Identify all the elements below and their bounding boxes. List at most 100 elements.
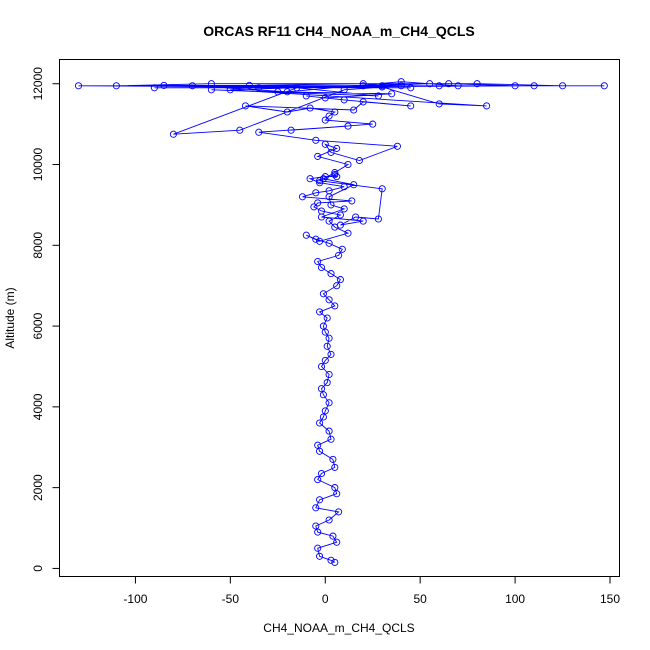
data-point bbox=[335, 508, 343, 516]
data-point bbox=[306, 104, 314, 112]
data-point bbox=[319, 322, 327, 330]
data-point bbox=[169, 130, 177, 138]
y-tick-label: 12000 bbox=[31, 67, 45, 101]
data-point bbox=[150, 84, 158, 92]
data-point bbox=[319, 175, 327, 183]
data-point bbox=[316, 552, 324, 560]
data-point bbox=[207, 80, 215, 88]
data-point bbox=[340, 96, 348, 104]
data-point bbox=[325, 334, 333, 342]
data-point bbox=[321, 140, 329, 148]
series-line bbox=[78, 81, 605, 563]
data-point bbox=[530, 82, 538, 90]
data-point bbox=[374, 215, 382, 223]
data-point bbox=[316, 496, 324, 504]
data-point bbox=[325, 217, 333, 225]
data-point bbox=[325, 516, 333, 524]
data-point bbox=[335, 251, 343, 259]
data-point bbox=[323, 342, 331, 350]
data-point bbox=[435, 100, 443, 108]
data-point bbox=[274, 88, 282, 96]
data-point bbox=[317, 385, 326, 393]
data-point bbox=[336, 276, 344, 284]
data-point bbox=[321, 116, 329, 124]
data-point bbox=[245, 81, 253, 89]
data-point bbox=[378, 82, 386, 90]
data-point bbox=[323, 379, 331, 387]
data-point bbox=[255, 84, 263, 92]
data-point bbox=[321, 94, 329, 102]
data-point bbox=[329, 532, 337, 540]
y-tick-label: 6000 bbox=[31, 312, 45, 339]
data-point bbox=[306, 175, 314, 183]
series-layer bbox=[74, 78, 608, 566]
data-point bbox=[325, 239, 333, 247]
data-point bbox=[323, 314, 331, 322]
data-point bbox=[388, 90, 396, 98]
data-point bbox=[327, 270, 335, 278]
data-point bbox=[74, 82, 83, 90]
x-tick-label: -50 bbox=[222, 592, 240, 606]
data-point bbox=[283, 108, 291, 116]
data-point bbox=[511, 82, 519, 90]
data-point bbox=[333, 490, 341, 498]
data-point bbox=[283, 88, 291, 96]
data-point bbox=[325, 370, 333, 379]
x-tick-label: 100 bbox=[505, 592, 525, 606]
x-tick-label: 150 bbox=[600, 592, 620, 606]
x-tick-label: 0 bbox=[322, 592, 329, 606]
data-point bbox=[336, 211, 344, 219]
data-point bbox=[350, 106, 358, 114]
data-point bbox=[325, 112, 333, 120]
data-point bbox=[473, 80, 481, 88]
data-point bbox=[333, 144, 341, 152]
data-point bbox=[314, 544, 322, 552]
data-point bbox=[333, 173, 341, 181]
data-point bbox=[331, 108, 339, 116]
data-point bbox=[340, 86, 348, 94]
data-point bbox=[160, 81, 168, 89]
chart-title: ORCAS RF11 CH4_NOAA_m_CH4_QCLS bbox=[203, 23, 475, 39]
data-point bbox=[112, 82, 120, 90]
data-point bbox=[255, 128, 263, 136]
y-tick-label: 10000 bbox=[31, 148, 45, 182]
data-point bbox=[316, 308, 324, 316]
data-point bbox=[317, 263, 326, 272]
data-point bbox=[331, 169, 339, 177]
data-point bbox=[374, 92, 382, 100]
data-point bbox=[316, 447, 324, 455]
data-point bbox=[327, 350, 335, 358]
data-point bbox=[378, 185, 386, 193]
data-point bbox=[321, 407, 329, 415]
data-point bbox=[314, 476, 322, 484]
y-tick-label: 4000 bbox=[31, 393, 45, 420]
data-point bbox=[321, 356, 329, 364]
data-point bbox=[325, 427, 333, 435]
data-point bbox=[397, 82, 405, 90]
data-point bbox=[312, 504, 320, 512]
data-point bbox=[340, 205, 348, 213]
data-point bbox=[327, 556, 335, 564]
data-point bbox=[298, 193, 307, 201]
data-point bbox=[316, 177, 324, 185]
y-tick-label: 8000 bbox=[31, 232, 45, 259]
y-tick-label: 0 bbox=[31, 565, 45, 572]
data-point bbox=[287, 126, 295, 134]
data-point bbox=[312, 522, 320, 530]
data-point bbox=[344, 229, 352, 237]
y-axis-label: Altitude (m) bbox=[3, 287, 17, 348]
data-point bbox=[316, 419, 324, 427]
data-point bbox=[226, 86, 234, 94]
data-point bbox=[314, 152, 322, 160]
data-point bbox=[350, 181, 358, 189]
x-tick-label: 50 bbox=[413, 592, 427, 606]
data-point bbox=[359, 217, 367, 225]
data-point bbox=[359, 80, 367, 88]
data-point bbox=[340, 183, 348, 191]
data-point bbox=[317, 362, 326, 371]
data-point bbox=[319, 290, 327, 298]
data-point bbox=[327, 148, 335, 156]
data-point bbox=[333, 282, 341, 290]
data-point bbox=[319, 413, 327, 421]
data-point bbox=[329, 455, 337, 463]
